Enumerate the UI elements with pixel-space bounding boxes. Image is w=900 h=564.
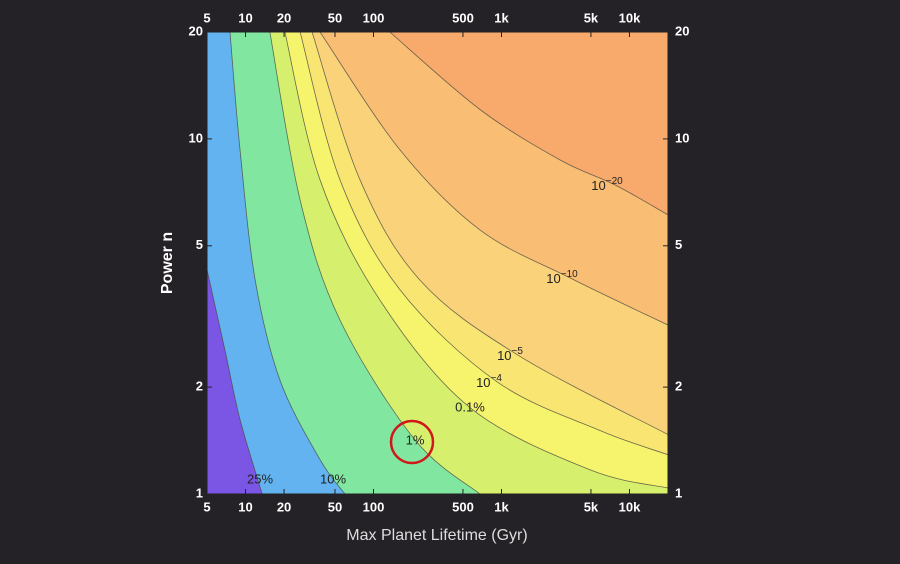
contour-line [269,32,481,494]
y-tick-label: 5 [196,237,203,252]
contour-lines [207,32,668,494]
x-tick-label: 20 [277,499,291,514]
y-axis-title: Power n [159,232,176,294]
highlight-circle [389,419,435,465]
contour-label: 10−5 [497,346,523,364]
contour-label: 10−4 [476,373,502,391]
contour-label-base: 10 [591,178,605,193]
x-tick-label: 50 [328,499,342,514]
x-tick-label-top: 5k [584,10,599,25]
x-tick-label: 10 [238,499,252,514]
plot-border [206,31,669,495]
y-tick-label-right: 20 [675,23,689,38]
contour-line [207,269,263,494]
y-tick-label: 1 [196,485,203,500]
x-tick-label-top: 100 [363,10,385,25]
contour-label-base: 10 [497,348,511,363]
contour-region [207,32,668,494]
contour-label-exponent: −10 [561,269,578,280]
y-tick-label-right: 2 [675,379,682,394]
contour-line [299,32,668,456]
contour-line [311,32,668,435]
x-tick-label-top: 5 [203,10,210,25]
contour-label-exponent: −4 [491,373,503,384]
contour-line [319,32,668,326]
x-tick-label-top: 10k [619,10,641,25]
x-axis-title: Max Planet Lifetime (Gyr) [346,527,527,544]
contour-label-base: 10 [546,271,560,286]
x-tick-label: 500 [452,499,474,514]
contour-label-exponent: −20 [606,176,623,187]
contour-label: 1% [406,432,425,447]
x-tick-label: 5k [584,499,599,514]
x-tick-label-top: 10 [238,10,252,25]
contour-label: 10−10 [546,269,578,287]
y-tick-label-right: 10 [675,130,689,145]
y-tick-label: 2 [196,379,203,394]
contour-label: 10% [320,471,346,486]
x-tick-label-top: 1k [494,10,509,25]
x-tick-label-top: 500 [452,10,474,25]
contour-fills [207,32,668,494]
y-tick-label-right: 5 [675,237,682,252]
x-tick-label-top: 50 [328,10,342,25]
contour-label: 10−20 [591,176,623,194]
x-tick-label: 100 [363,499,385,514]
contour-line [229,32,346,494]
x-tick-label: 10k [619,499,641,514]
contour-label: 25% [247,471,273,486]
contour-line [389,32,668,216]
axes: 5 5 10 10 20 20 50 50 100 100 500 500 1k 1k 5k 5k 10k 10k… [189,10,690,514]
contour-label-base: 10 [476,375,490,390]
y-tick-label: 10 [189,130,203,145]
contour-line [284,32,668,489]
contour-label: 0.1% [455,399,485,414]
x-tick-label: 5 [203,499,210,514]
contour-region [207,32,668,494]
x-tick-label: 1k [494,499,509,514]
x-tick-label-top: 20 [277,10,291,25]
y-tick-label-right: 1 [675,485,682,500]
y-tick-label: 20 [189,23,203,38]
contour-label-exponent: −5 [512,346,524,357]
